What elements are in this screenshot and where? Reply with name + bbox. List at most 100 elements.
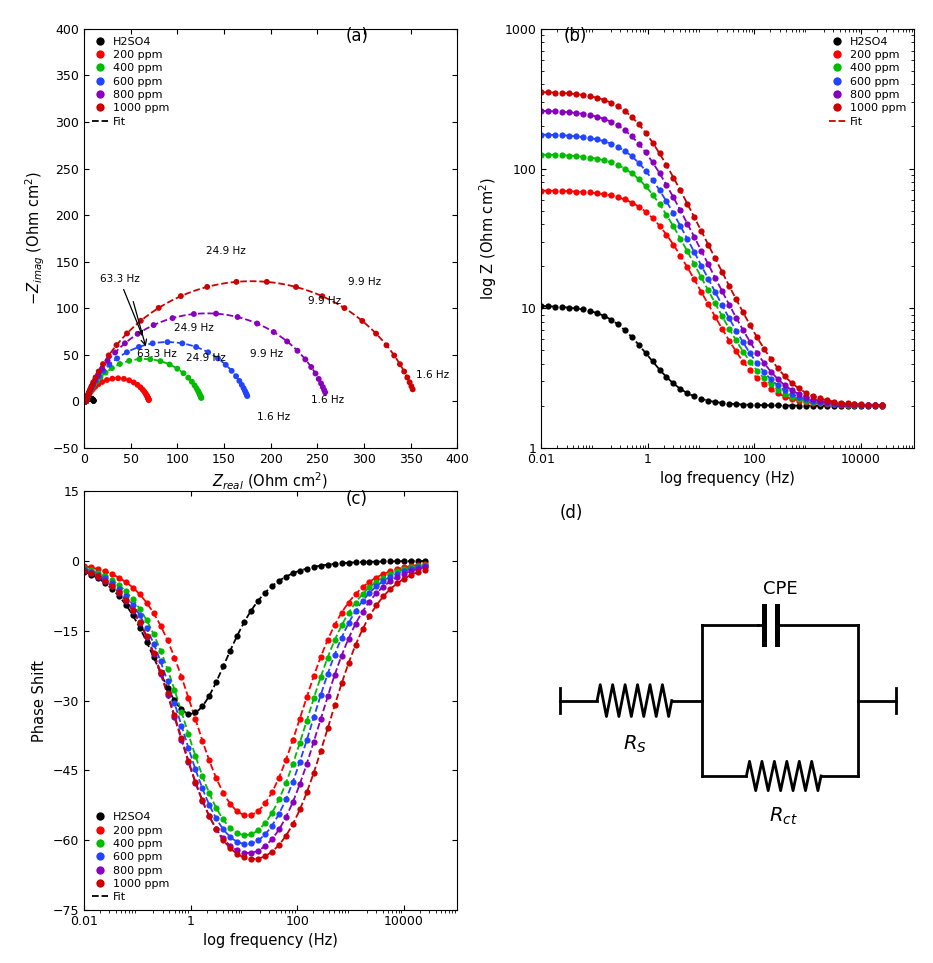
Point	[78, 394, 93, 409]
Point	[78, 394, 93, 409]
Point	[78, 394, 93, 409]
Point	[78, 393, 93, 408]
Text: (a): (a)	[345, 28, 369, 45]
Point	[187, 306, 202, 322]
Point	[79, 390, 94, 405]
Point	[131, 326, 146, 342]
Point	[81, 387, 96, 403]
Point	[78, 394, 93, 409]
Point	[78, 394, 93, 409]
Point	[78, 394, 93, 409]
Point	[78, 394, 93, 409]
Point	[193, 388, 208, 403]
Point	[109, 337, 124, 352]
Text: 1.6 Hz: 1.6 Hz	[257, 412, 290, 422]
Point	[79, 391, 94, 406]
Point	[86, 392, 101, 407]
Point	[209, 306, 224, 322]
Point	[78, 393, 93, 408]
Point	[81, 387, 96, 403]
Point	[84, 383, 99, 399]
Point	[109, 351, 124, 366]
Point	[78, 393, 93, 408]
Point	[234, 377, 249, 393]
Point	[188, 377, 202, 393]
Point	[78, 394, 93, 409]
Point	[141, 390, 156, 405]
Point	[78, 394, 93, 409]
Point	[80, 389, 95, 404]
Point	[78, 393, 93, 408]
Point	[78, 394, 93, 409]
Point	[88, 379, 103, 395]
Point	[200, 279, 215, 295]
Point	[78, 394, 93, 409]
Point	[308, 366, 323, 381]
Point	[78, 394, 93, 409]
Point	[141, 391, 156, 406]
Point	[80, 389, 95, 404]
Point	[393, 356, 408, 372]
Point	[238, 383, 253, 399]
Point	[236, 380, 251, 396]
Point	[80, 392, 95, 407]
Point	[79, 392, 94, 407]
Point	[78, 394, 93, 409]
Point	[100, 373, 115, 388]
Point	[192, 387, 207, 403]
Point	[84, 391, 99, 406]
Point	[79, 392, 94, 407]
Point	[91, 377, 105, 392]
Point	[78, 393, 93, 408]
Point	[133, 313, 148, 328]
Point	[79, 390, 94, 405]
Point	[153, 353, 168, 369]
Point	[91, 367, 105, 382]
Point	[78, 394, 93, 409]
Point	[78, 393, 93, 408]
Point	[78, 393, 93, 408]
Point	[78, 393, 93, 408]
Point	[78, 394, 93, 409]
Point	[165, 310, 180, 325]
Point	[78, 393, 93, 408]
Point	[78, 393, 93, 408]
Legend: H2SO4, 200 ppm, 400 ppm, 600 ppm, 800 ppm, 1000 ppm, Fit: H2SO4, 200 ppm, 400 ppm, 600 ppm, 800 pp…	[90, 810, 172, 904]
Point	[78, 394, 93, 409]
Point	[201, 345, 216, 360]
Point	[132, 351, 147, 367]
Point	[78, 394, 93, 409]
Point	[85, 391, 100, 406]
Point	[400, 370, 415, 385]
Point	[369, 325, 383, 341]
Point	[82, 383, 97, 399]
Point	[82, 385, 97, 401]
Point	[170, 361, 185, 377]
Point	[135, 382, 150, 398]
Point	[81, 385, 96, 401]
Point	[160, 334, 175, 350]
Point	[78, 394, 93, 409]
X-axis label: log frequency (Hz): log frequency (Hz)	[203, 933, 338, 949]
Point	[81, 387, 96, 403]
Point	[95, 356, 110, 372]
Point	[79, 391, 94, 406]
Point	[78, 394, 93, 409]
Point	[112, 356, 127, 372]
Point	[78, 394, 93, 409]
Point	[337, 300, 352, 316]
Point	[266, 325, 281, 340]
Point	[78, 393, 93, 408]
Point	[78, 393, 93, 408]
Point	[387, 348, 402, 363]
Point	[86, 377, 101, 393]
Point	[317, 384, 332, 400]
Text: 63.3 Hz: 63.3 Hz	[137, 349, 177, 358]
Point	[78, 394, 93, 409]
Point	[78, 394, 93, 409]
Point	[79, 392, 94, 407]
Point	[211, 351, 226, 366]
Point	[78, 394, 93, 409]
Point	[78, 393, 93, 408]
Point	[78, 393, 93, 408]
